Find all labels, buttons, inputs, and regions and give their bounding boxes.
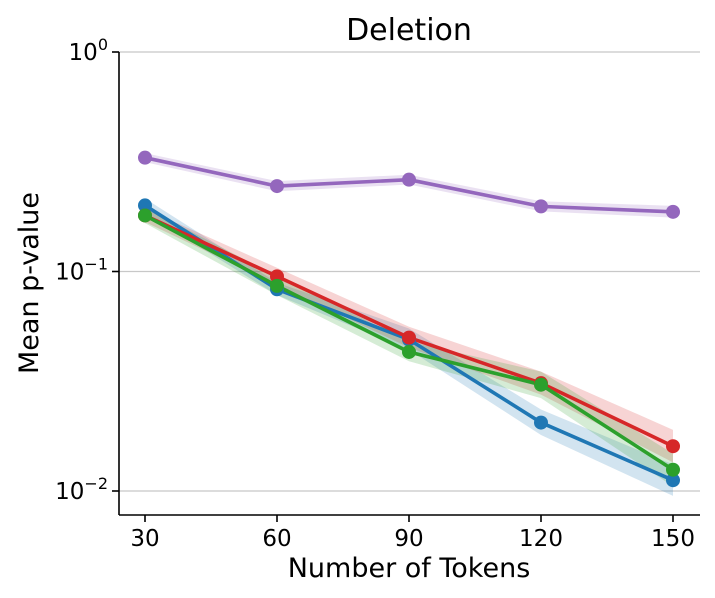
- y-axis-title: Mean p-value: [14, 192, 45, 374]
- point-purple-120: [534, 199, 548, 214]
- point-green-30: [138, 208, 152, 223]
- data-points: [138, 150, 680, 488]
- point-blue-150: [666, 473, 680, 488]
- x-tick-label-4: 150: [651, 526, 695, 552]
- point-blue-30: [138, 198, 152, 213]
- y-tick-label-2: 10−2: [55, 474, 108, 505]
- y-axis-ticks: 100 10−1 10−2: [55, 35, 119, 505]
- y-tick-label-0: 100: [69, 35, 108, 66]
- point-purple-30: [138, 150, 152, 165]
- x-axis-ticks: 30 60 90 120 150: [130, 515, 695, 552]
- point-green-150: [666, 462, 680, 477]
- point-green-90: [402, 344, 416, 359]
- point-green-60: [270, 278, 284, 293]
- point-purple-60: [270, 179, 284, 194]
- x-tick-label-3: 120: [519, 526, 563, 552]
- x-tick-label-1: 60: [262, 526, 291, 552]
- point-green-120: [534, 377, 548, 392]
- gridlines: [119, 51, 700, 492]
- y-tick-label-1: 10−1: [55, 255, 108, 286]
- x-tick-label-2: 90: [394, 526, 423, 552]
- chart-title: Deletion: [346, 13, 472, 48]
- x-axis-title: Number of Tokens: [288, 553, 531, 584]
- point-blue-120: [534, 415, 548, 430]
- point-purple-150: [666, 204, 680, 219]
- point-red-90: [402, 330, 416, 345]
- point-purple-90: [402, 172, 416, 187]
- x-tick-label-0: 30: [130, 526, 159, 552]
- point-red-150: [666, 439, 680, 454]
